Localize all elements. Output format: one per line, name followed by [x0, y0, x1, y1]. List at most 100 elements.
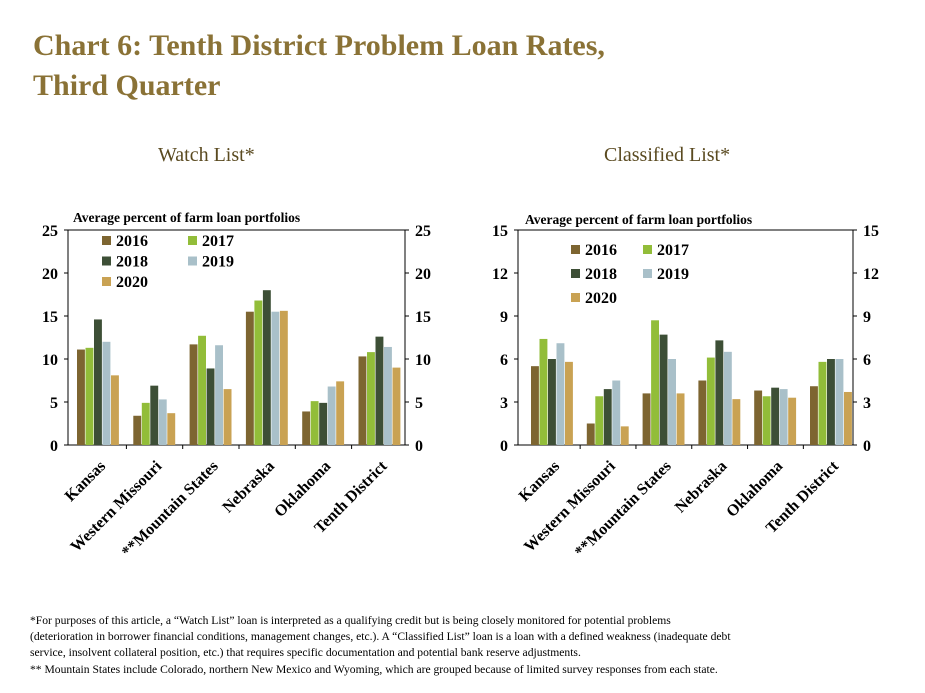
watch-category-label: Nebraska	[219, 458, 278, 517]
watch-bar-2018-1	[150, 385, 159, 445]
classified-ylabel: Average percent of farm loan portfolios	[525, 212, 752, 227]
chart-title-line-2: Third Quarter	[33, 69, 221, 102]
classified-bar-2020-3	[732, 399, 741, 445]
watch-bar-2018-0	[94, 319, 102, 445]
watch-bar-2020-4	[336, 381, 345, 445]
watch-legend-label-2020: 2020	[116, 274, 148, 291]
watch-bar-2019-1	[158, 399, 167, 445]
classified-bar-2020-1	[620, 426, 629, 445]
footnote-line-4: ** Mountain States include Colorado, nor…	[30, 662, 718, 676]
watch-legend-label-2017: 2017	[202, 233, 234, 250]
classified-legend-label-2016: 2016	[585, 242, 617, 259]
watch-ytick-label-right: 0	[415, 438, 423, 455]
footnotes: *For purposes of this article, a “Watch …	[30, 613, 910, 678]
classified-ytick-label-right: 3	[863, 395, 871, 412]
classified-legend-label-2018: 2018	[585, 266, 617, 283]
classified-legend-label-2020: 2020	[585, 290, 617, 307]
classified-bar-2016-1	[586, 423, 595, 445]
classified-legend-label-2019: 2019	[657, 266, 689, 283]
chart-title: Chart 6: Tenth District Problem Loan Rat…	[33, 26, 605, 106]
watch-bar-2016-2	[189, 344, 198, 445]
watch-legend-swatch-2019	[188, 256, 197, 266]
classified-bar-2019-0	[556, 343, 565, 445]
classified-ytick-label-left: 12	[492, 266, 508, 283]
classified-legend-swatch-2020	[571, 293, 580, 302]
watch-bar-2018-3	[262, 290, 271, 445]
watch-ytick-label-left: 0	[50, 438, 58, 455]
watch-ytick-label-right: 5	[415, 395, 423, 412]
classified-bar-2016-2	[642, 393, 651, 445]
classified-ytick-label-right: 9	[863, 309, 871, 326]
classified-bar-2017-4	[762, 396, 771, 445]
classified-bar-2018-4	[771, 387, 780, 445]
classified-bar-2019-4	[779, 389, 788, 445]
watch-ytick-label-right: 15	[415, 309, 431, 326]
watch-bar-2019-3	[271, 311, 280, 445]
classified-ytick-label-right: 0	[863, 438, 871, 455]
watch-bar-2019-4	[327, 386, 336, 445]
watch-list-subtitle: Watch List*	[158, 144, 255, 166]
watch-bar-2020-3	[279, 310, 288, 445]
classified-bar-2019-5	[835, 359, 844, 445]
watch-ytick-label-left: 5	[50, 395, 58, 412]
watch-ylabel: Average percent of farm loan portfolios	[73, 210, 300, 225]
watch-legend-swatch-2020	[102, 277, 111, 286]
watch-bar-2017-0	[85, 347, 94, 445]
classified-bar-2018-5	[827, 359, 835, 445]
watch-bar-2019-2	[215, 345, 223, 445]
classified-ytick-label-left: 6	[500, 352, 508, 369]
watch-bar-2016-5	[358, 356, 367, 445]
watch-legend-label-2016: 2016	[116, 233, 148, 250]
watch-bar-2020-1	[167, 413, 176, 445]
classified-bar-2016-4	[754, 390, 763, 445]
classified-legend-swatch-2016	[571, 245, 580, 254]
classified-category-label: Kansas	[516, 458, 563, 505]
classified-chart: 0 0 3 3 6 6 9 9 12 12 15 15 Average percent of farm …	[492, 212, 879, 561]
watch-bar-2018-4	[319, 402, 328, 445]
watch-legend-swatch-2018	[102, 256, 111, 266]
classified-ytick-label-right: 6	[863, 352, 871, 369]
watch-legend-label-2019: 2019	[202, 254, 234, 271]
watch-bar-2018-5	[375, 336, 384, 445]
classified-ytick-label-left: 0	[500, 438, 508, 455]
classified-bar-2016-3	[698, 380, 707, 445]
classified-bar-2016-0	[531, 366, 539, 445]
watch-legend-swatch-2016	[102, 236, 111, 245]
classified-bar-2017-2	[651, 320, 659, 445]
watch-bar-2019-0	[102, 341, 111, 445]
watch-category-label: **Mountain States	[119, 458, 222, 561]
classified-legend-swatch-2019	[643, 269, 652, 278]
watch-legend-label-2018: 2018	[116, 254, 148, 271]
watch-ytick-label-right: 20	[415, 266, 431, 283]
classified-bar-2017-1	[595, 396, 604, 445]
watch-bar-2017-2	[198, 335, 206, 445]
watch-bar-2020-2	[223, 389, 232, 445]
watch-bar-2016-1	[133, 415, 142, 445]
footnote-line-2: (deterioration in borrower financial con…	[30, 630, 731, 644]
classified-bar-2018-2	[659, 334, 668, 445]
classified-ytick-label-left: 9	[500, 309, 508, 326]
classified-bar-2018-0	[548, 359, 556, 445]
chart-title-line-1: Chart 6: Tenth District Problem Loan Rat…	[33, 29, 605, 62]
classified-bar-2020-5	[844, 391, 852, 445]
classified-category-label: Nebraska	[672, 458, 731, 517]
watch-bar-2017-5	[367, 352, 375, 445]
watch-legend-swatch-2017	[188, 236, 197, 245]
classified-bar-2019-2	[668, 359, 676, 445]
classified-bar-2017-5	[818, 361, 827, 445]
watch-ytick-label-left: 15	[42, 309, 58, 326]
watch-bar-2016-0	[77, 349, 85, 445]
watch-bar-2020-0	[111, 375, 119, 445]
watch-bar-2017-1	[141, 402, 150, 445]
classified-legend-swatch-2017	[643, 245, 652, 254]
classified-plot-frame	[517, 229, 854, 446]
watch-category-label: Kansas	[62, 458, 109, 505]
watch-bar-2016-3	[245, 311, 254, 445]
watch-bar-2020-5	[392, 367, 401, 445]
classified-bar-2020-4	[788, 397, 797, 445]
classified-list-subtitle: Classified List*	[604, 144, 731, 166]
watch-ytick-label-left: 20	[42, 266, 58, 283]
watch-plot-frame	[67, 229, 406, 446]
